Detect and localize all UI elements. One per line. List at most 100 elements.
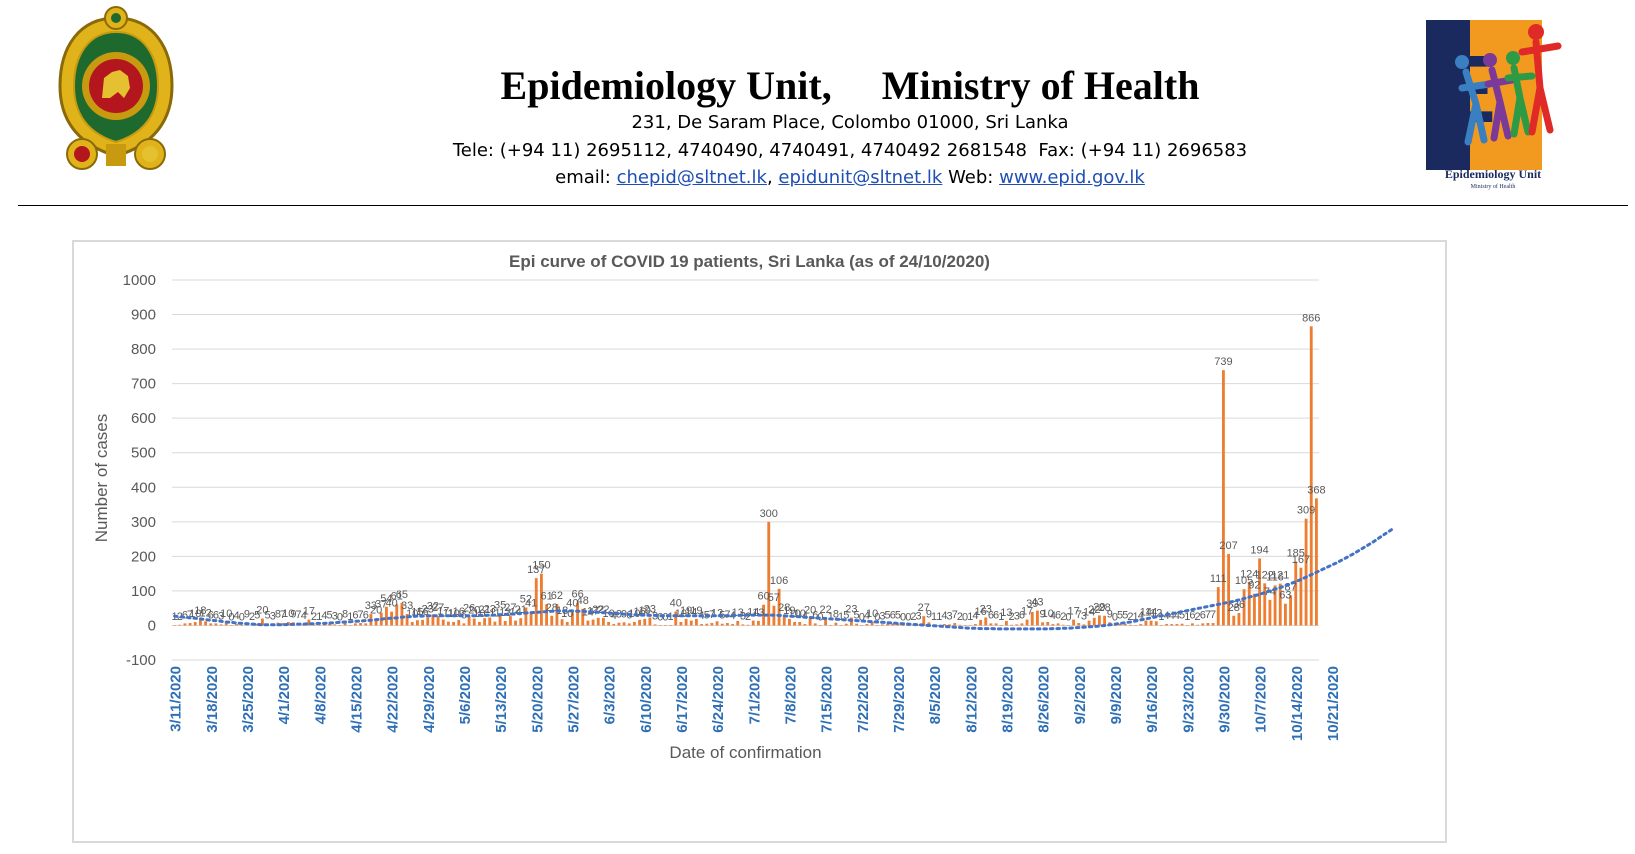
data-label: 0 <box>239 611 245 623</box>
data-bar <box>1051 624 1055 626</box>
data-label: 124 <box>1240 569 1258 581</box>
data-bar <box>1087 620 1091 626</box>
data-bar <box>984 617 988 626</box>
data-bar <box>793 622 797 626</box>
data-label: 28 <box>546 602 558 614</box>
data-label: 14 <box>1083 607 1095 619</box>
data-bar <box>1128 624 1132 626</box>
data-label: 4 <box>234 610 240 622</box>
data-label: 14 <box>1145 607 1157 619</box>
data-bar <box>968 625 972 626</box>
data-label: 105 <box>1235 575 1253 587</box>
data-label: 6 <box>208 609 214 621</box>
data-bar <box>767 521 771 626</box>
data-bar <box>565 622 569 626</box>
data-bar <box>560 619 564 626</box>
data-label: 22 <box>1088 604 1100 616</box>
data-bar <box>209 623 213 626</box>
data-label: 194 <box>1250 544 1268 556</box>
data-label: 43 <box>1031 597 1043 609</box>
data-bar <box>1097 615 1101 626</box>
data-bar <box>508 616 512 626</box>
data-bar <box>519 618 523 626</box>
data-label: 739 <box>1214 356 1232 368</box>
data-bar <box>1020 623 1024 626</box>
data-bar <box>741 624 745 626</box>
data-label: 28 <box>1098 602 1110 614</box>
data-label: 33 <box>401 600 413 612</box>
email-link-chepid[interactable]: chepid@sltnet.lk <box>616 167 767 188</box>
data-label: 2 <box>1060 611 1066 623</box>
data-label: 3 <box>1081 610 1087 622</box>
web-link[interactable]: www.epid.gov.lk <box>999 167 1145 188</box>
email-link-epidunit[interactable]: epidunit@sltnet.lk <box>778 167 943 188</box>
data-bar <box>1221 370 1225 626</box>
data-label: 7 <box>187 609 193 621</box>
data-bar <box>260 618 264 626</box>
trendline <box>173 526 1396 631</box>
data-bar <box>1299 567 1303 626</box>
data-bar <box>813 623 817 626</box>
data-bar <box>922 616 926 626</box>
x-tick-label: 7/22/2020 <box>855 666 872 733</box>
data-label: 3 <box>947 610 953 622</box>
data-label: 1 <box>1133 611 1139 623</box>
data-bar <box>927 622 931 626</box>
data-bar <box>240 625 244 626</box>
data-label: 18 <box>194 605 206 617</box>
data-label: 5 <box>1179 610 1185 622</box>
data-bar <box>1242 589 1246 626</box>
data-bar <box>1258 558 1262 626</box>
data-bar <box>917 624 921 626</box>
data-bar <box>281 623 285 626</box>
data-bar <box>1216 587 1220 626</box>
data-bar <box>901 625 905 626</box>
data-label: 7 <box>358 609 364 621</box>
y-axis-title: Number of cases <box>92 414 111 543</box>
data-label: 9 <box>244 608 250 620</box>
data-label: 16 <box>974 606 986 618</box>
data-bar <box>648 617 652 626</box>
data-bar <box>338 625 342 626</box>
data-bar <box>317 625 321 626</box>
chart-title: Epi curve of COVID 19 patients, Sri Lank… <box>509 252 990 271</box>
data-label: 9 <box>290 608 296 620</box>
data-label: 122 <box>1256 569 1274 581</box>
y-tick-label: 0 <box>148 617 156 634</box>
data-bar <box>653 624 657 626</box>
logo-subcaption: Ministry of Health <box>1471 183 1516 190</box>
x-tick-label: 7/29/2020 <box>891 666 908 733</box>
data-bar <box>307 619 311 626</box>
data-bar <box>1232 615 1236 626</box>
data-bar <box>539 573 543 626</box>
data-bar <box>1139 624 1143 626</box>
data-bar <box>720 623 724 626</box>
data-bar <box>1103 615 1107 626</box>
data-label: 2 <box>249 611 255 623</box>
data-bar <box>204 621 208 626</box>
data-label: 23 <box>980 604 992 616</box>
data-label: 32 <box>427 600 439 612</box>
data-bar <box>462 623 466 626</box>
data-bar <box>855 623 859 626</box>
data-bar <box>994 623 998 626</box>
data-bar <box>989 623 993 626</box>
data-bar <box>514 620 518 626</box>
epi-curve-svg: -10001002003004005006007008009001000Epi … <box>92 252 1396 762</box>
data-label: 23 <box>644 604 656 616</box>
data-bar <box>860 625 864 626</box>
data-bar <box>865 624 869 626</box>
data-label: 1 <box>936 611 942 623</box>
data-bar <box>493 621 497 626</box>
data-label: 3 <box>218 610 224 622</box>
data-label: 16 <box>416 606 428 618</box>
data-bar <box>421 619 425 626</box>
data-label: 207 <box>1219 540 1237 552</box>
data-bar <box>591 619 595 626</box>
data-label: 5 <box>265 610 271 622</box>
data-bar <box>1252 593 1256 626</box>
data-bar <box>942 624 946 626</box>
data-label: 3 <box>332 610 338 622</box>
data-label: 2 <box>1127 611 1133 623</box>
data-bar <box>1004 620 1008 626</box>
